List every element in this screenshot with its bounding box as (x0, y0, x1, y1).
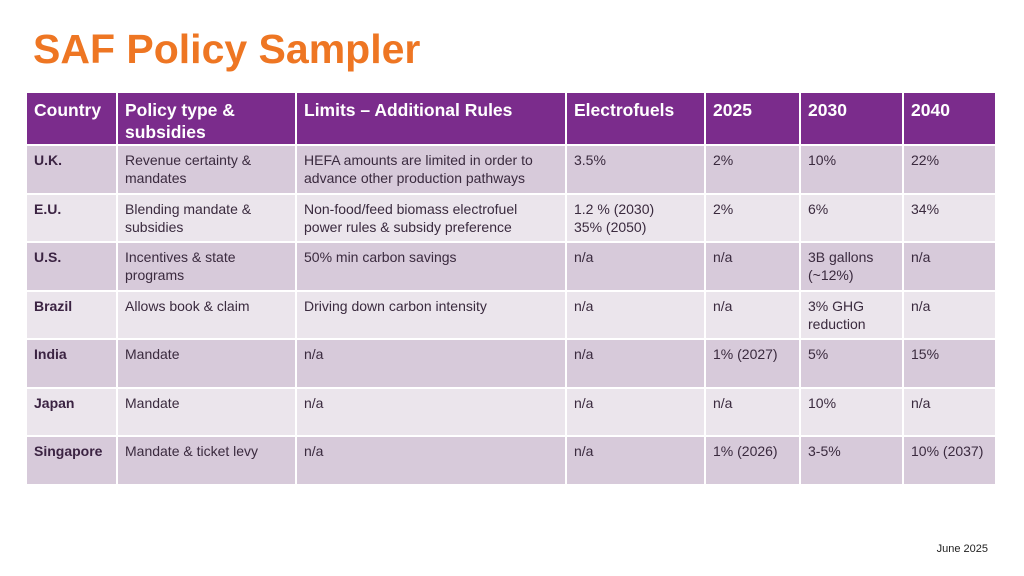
country-cell: U.K. (25, 144, 118, 195)
policy-type-cell: Incentives & state programs (116, 241, 297, 292)
limits-cell: Driving down carbon intensity (295, 289, 567, 340)
target-2030-cell: 3% GHG reduction (799, 289, 904, 340)
electrofuels-cell: n/a (565, 241, 706, 292)
electrofuels-cell: n/a (565, 289, 706, 340)
target-2025-cell: 1% (2026) (704, 435, 801, 486)
target-2030-cell: 5% (799, 338, 904, 389)
header-policy-type: Policy type & subsidies (116, 91, 297, 146)
target-2025-cell: n/a (704, 386, 801, 437)
target-2030-cell: 3-5% (799, 435, 904, 486)
policy-type-cell: Allows book & claim (116, 289, 297, 340)
table-row: E.U. Blending mandate & subsidies Non-fo… (25, 192, 997, 243)
limits-cell: n/a (295, 386, 567, 437)
country-cell: E.U. (25, 192, 118, 243)
target-2040-cell: 15% (902, 338, 997, 389)
policy-type-cell: Mandate & ticket levy (116, 435, 297, 486)
target-2025-cell: 1% (2027) (704, 338, 801, 389)
country-cell: U.S. (25, 241, 118, 292)
page-title: SAF Policy Sampler (33, 26, 421, 72)
target-2040-cell: n/a (902, 386, 997, 437)
target-2025-cell: 2% (704, 144, 801, 195)
electrofuels-cell: n/a (565, 435, 706, 486)
electrofuels-cell: 1.2 % (2030) 35% (2050) (565, 192, 706, 243)
country-cell: Japan (25, 386, 118, 437)
target-2040-cell: n/a (902, 289, 997, 340)
target-2025-cell: n/a (704, 241, 801, 292)
table-row: India Mandate n/a n/a 1% (2027) 5% 15% (25, 338, 997, 389)
electrofuels-cell: n/a (565, 338, 706, 389)
table-header-row: Country Policy type & subsidies Limits –… (25, 91, 997, 146)
target-2040-cell: 10% (2037) (902, 435, 997, 486)
table-row: Japan Mandate n/a n/a n/a 10% n/a (25, 386, 997, 437)
limits-cell: n/a (295, 435, 567, 486)
target-2040-cell: 22% (902, 144, 997, 195)
header-2030: 2030 (799, 91, 904, 146)
header-2040: 2040 (902, 91, 997, 146)
limits-cell: Non-food/feed biomass electrofuel power … (295, 192, 567, 243)
target-2040-cell: 34% (902, 192, 997, 243)
target-2025-cell: 2% (704, 192, 801, 243)
header-country: Country (25, 91, 118, 146)
country-cell: Brazil (25, 289, 118, 340)
table-row: U.K. Revenue certainty & mandates HEFA a… (25, 144, 997, 195)
target-2025-cell: n/a (704, 289, 801, 340)
electrofuels-cell: 3.5% (565, 144, 706, 195)
limits-cell: HEFA amounts are limited in order to adv… (295, 144, 567, 195)
policy-type-cell: Mandate (116, 338, 297, 389)
limits-cell: n/a (295, 338, 567, 389)
limits-cell: 50% min carbon savings (295, 241, 567, 292)
country-cell: Singapore (25, 435, 118, 486)
target-2030-cell: 10% (799, 144, 904, 195)
target-2030-cell: 3B gallons (~12%) (799, 241, 904, 292)
table-row: Singapore Mandate & ticket levy n/a n/a … (25, 435, 997, 486)
target-2030-cell: 6% (799, 192, 904, 243)
policy-table: Country Policy type & subsidies Limits –… (25, 91, 997, 486)
header-electrofuels: Electrofuels (565, 91, 706, 146)
policy-type-cell: Revenue certainty & mandates (116, 144, 297, 195)
table-row: U.S. Incentives & state programs 50% min… (25, 241, 997, 292)
policy-type-cell: Mandate (116, 386, 297, 437)
target-2030-cell: 10% (799, 386, 904, 437)
header-limits: Limits – Additional Rules (295, 91, 567, 146)
target-2040-cell: n/a (902, 241, 997, 292)
electrofuels-cell: n/a (565, 386, 706, 437)
policy-type-cell: Blending mandate & subsidies (116, 192, 297, 243)
country-cell: India (25, 338, 118, 389)
header-2025: 2025 (704, 91, 801, 146)
table-row: Brazil Allows book & claim Driving down … (25, 289, 997, 340)
footer-date: June 2025 (936, 543, 988, 555)
